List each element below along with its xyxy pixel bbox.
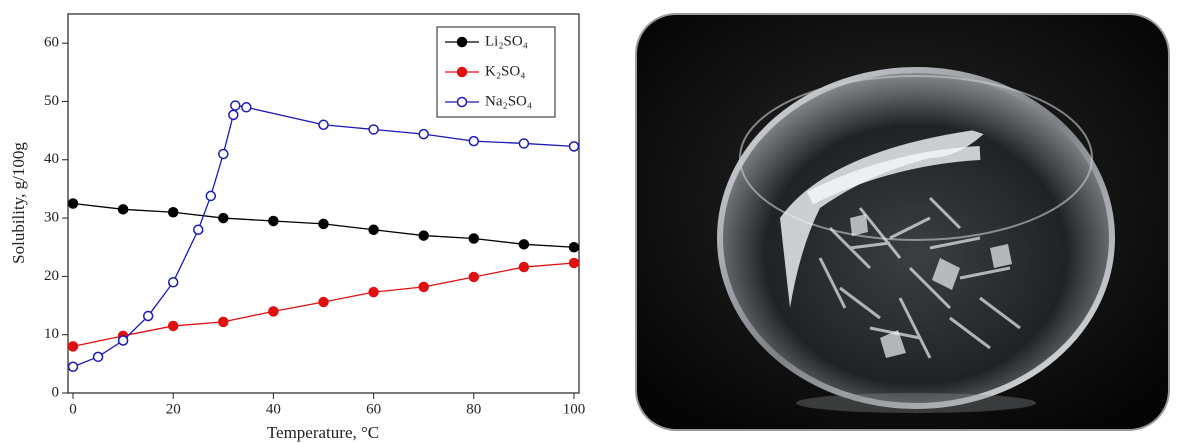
- data-point: [231, 101, 240, 110]
- data-point: [69, 362, 78, 371]
- data-point: [469, 272, 478, 281]
- data-point: [169, 278, 178, 287]
- data-point: [206, 191, 215, 200]
- legend-label: Na₂SO₄: [485, 93, 532, 109]
- y-tick-label: 40: [44, 151, 59, 167]
- data-point: [229, 110, 238, 119]
- data-point: [419, 231, 428, 240]
- data-point: [242, 103, 251, 112]
- series-line: [73, 106, 574, 367]
- data-point: [69, 342, 78, 351]
- data-point: [169, 321, 178, 330]
- data-point: [194, 225, 203, 234]
- x-tick-label: 80: [466, 401, 481, 417]
- data-point: [419, 130, 428, 139]
- data-point: [569, 142, 578, 151]
- data-point: [419, 282, 428, 291]
- x-tick-label: 40: [266, 401, 281, 417]
- data-point: [69, 199, 78, 208]
- x-tick-label: 20: [166, 401, 181, 417]
- y-tick-label: 30: [44, 210, 59, 226]
- data-point: [119, 205, 128, 214]
- data-point: [469, 234, 478, 243]
- y-tick-label: 50: [44, 93, 59, 109]
- page-body: {"chart_data": {"type": "line", "xlabel"…: [0, 0, 1178, 444]
- data-point: [519, 139, 528, 148]
- data-point: [169, 208, 178, 217]
- data-point: [94, 352, 103, 361]
- data-point: [519, 240, 528, 249]
- data-point: [219, 317, 228, 326]
- bowl-reflection: [796, 393, 1036, 413]
- chart: Temperature, °C Solubility, g/100g 0 20 40…: [0, 0, 600, 444]
- data-point: [569, 243, 578, 252]
- data-point: [569, 258, 578, 267]
- data-point: [469, 137, 478, 146]
- data-point: [319, 298, 328, 307]
- data-point: [319, 219, 328, 228]
- page: Solubility chart html, body { margin: 0;…: [0, 0, 1178, 444]
- data-point: [219, 214, 228, 223]
- y-axis-label: Solubility, g/100g: [9, 142, 28, 264]
- data-point: [369, 288, 378, 297]
- y-tick-label: 60: [44, 35, 59, 51]
- data-point: [269, 307, 278, 316]
- data-point: [119, 336, 128, 345]
- data-point: [219, 149, 228, 158]
- data-point: [369, 125, 378, 134]
- x-axis-label: Temperature, °C: [267, 423, 379, 442]
- x-tick-label: 60: [366, 401, 381, 417]
- legend-label: Li₂SO₄: [485, 33, 528, 49]
- legend: Li₂SO₄ K₂SO₄ Na₂SO₄: [437, 27, 555, 117]
- data-point: [369, 225, 378, 234]
- legend-marker: [458, 98, 467, 107]
- data-point: [519, 263, 528, 272]
- legend-marker: [458, 68, 467, 77]
- photo: [630, 8, 1175, 436]
- y-tick-label: 20: [44, 268, 59, 284]
- data-point: [144, 312, 153, 321]
- legend-label: K₂SO₄: [485, 63, 525, 79]
- x-tick-label: 100: [563, 401, 586, 417]
- y-tick-label: 10: [44, 326, 59, 342]
- legend-marker: [458, 38, 467, 47]
- data-point: [269, 216, 278, 225]
- data-point: [319, 120, 328, 129]
- y-tick-label: 0: [52, 384, 60, 400]
- x-tick-label: 0: [69, 401, 77, 417]
